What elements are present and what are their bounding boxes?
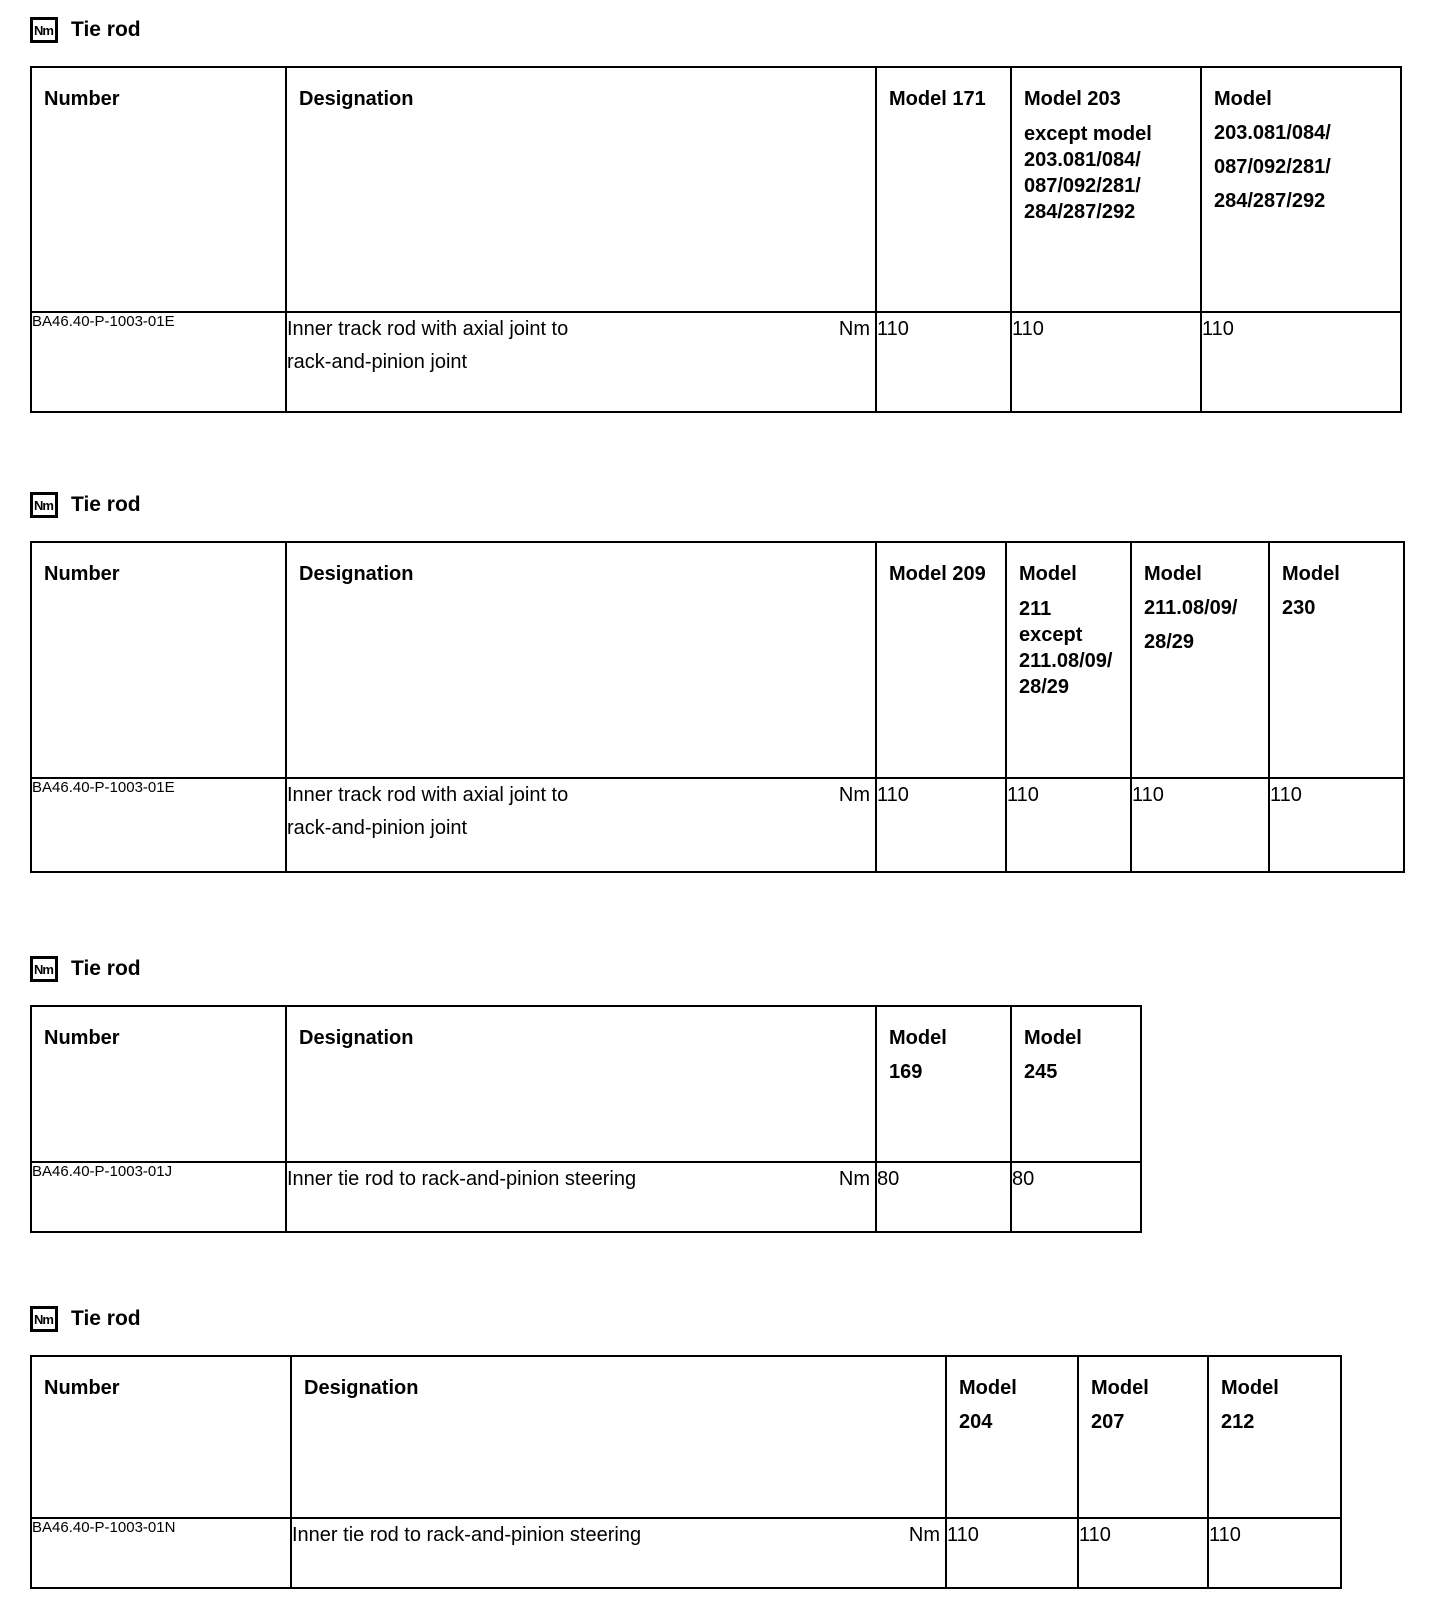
col-header-model-171: Model 171 — [875, 66, 1012, 313]
col-header-number: Number — [30, 541, 287, 779]
unit-label: Nm — [838, 318, 870, 340]
col-header-designation: Designation — [285, 541, 877, 779]
nm-torque-icon: Nm — [30, 1306, 58, 1332]
value-cell: 110 — [1077, 1517, 1209, 1589]
col-header-model-207: Model 207 — [1077, 1355, 1209, 1519]
designation-text: Inner tie rod to rack-and-pinion steerin… — [287, 1168, 637, 1190]
col-header-model-203-specific: Model 203.081/084/ 087/092/281/ 284/287/… — [1200, 66, 1402, 313]
col-header-designation: Designation — [290, 1355, 947, 1519]
col-header-model-204: Model 204 — [945, 1355, 1079, 1519]
table-row: BA46.40-P-1003-01E Inner track rod with … — [30, 777, 1405, 873]
value-cell: 80 — [875, 1161, 1012, 1233]
col-header-model-245: Model 245 — [1010, 1005, 1142, 1163]
col-header-number: Number — [30, 66, 287, 313]
section-title: Tie rod — [71, 18, 141, 41]
tie-rod-section-1: Nm Tie rod Number Designation Model 171 … — [30, 16, 1440, 413]
value-cell: 110 — [1130, 777, 1270, 873]
col-header-model-203-except: Model 203 except model 203.081/084/ 087/0… — [1010, 66, 1202, 313]
torque-table-1: Number Designation Model 171 Model 203 ex… — [30, 66, 1402, 413]
torque-table-4: Number Designation Model 204 Model 207 M… — [30, 1355, 1342, 1589]
nm-torque-icon: Nm — [30, 492, 58, 518]
designation-text: Inner track rod with axial joint to rack… — [287, 318, 569, 373]
value-cell: 110 — [875, 311, 1012, 413]
value-cell: 110 — [1010, 311, 1202, 413]
value-cell: 110 — [1268, 777, 1405, 873]
col-header-number: Number — [30, 1005, 287, 1163]
col-header-model-211-specific: Model 211.08/09/ 28/29 — [1130, 541, 1270, 779]
tie-rod-section-2: Nm Tie rod Number Designation Model 209 … — [30, 491, 1440, 873]
section-heading: Nm Tie rod — [30, 1305, 1440, 1333]
col-header-designation: Designation — [285, 1005, 877, 1163]
col-header-model-169: Model 169 — [875, 1005, 1012, 1163]
nm-torque-icon: Nm — [30, 17, 58, 43]
nm-torque-icon: Nm — [30, 956, 58, 982]
designation-text: Inner track rod with axial joint to rack… — [287, 784, 569, 839]
unit-label: Nm — [838, 1168, 870, 1190]
section-heading: Nm Tie rod — [30, 955, 1440, 983]
designation-cell: Inner track rod with axial joint to rack… — [285, 311, 877, 413]
col-header-model-230: Model 230 — [1268, 541, 1405, 779]
section-heading: Nm Tie rod — [30, 16, 1440, 44]
number-cell: BA46.40-P-1003-01E — [30, 311, 287, 413]
col-header-model-212: Model 212 — [1207, 1355, 1342, 1519]
value-cell: 110 — [1200, 311, 1402, 413]
value-cell: 110 — [1207, 1517, 1342, 1589]
value-cell: 110 — [875, 777, 1007, 873]
header-row: Number Designation Model 171 Model 203 ex… — [30, 66, 1402, 313]
tie-rod-section-3: Nm Tie rod Number Designation Model 169 … — [30, 955, 1440, 1233]
col-header-model-211-except: Model 211 except 211.08/09/ 28/29 — [1005, 541, 1132, 779]
torque-table-2: Number Designation Model 209 Model 211 ex… — [30, 541, 1405, 873]
col-header-number: Number — [30, 1355, 292, 1519]
col-header-designation: Designation — [285, 66, 877, 313]
table-row: BA46.40-P-1003-01E Inner track rod with … — [30, 311, 1402, 413]
section-title: Tie rod — [71, 493, 141, 516]
value-cell: 110 — [945, 1517, 1079, 1589]
torque-table-3: Number Designation Model 169 Model 245 B… — [30, 1005, 1142, 1233]
section-heading: Nm Tie rod — [30, 491, 1440, 519]
header-row: Number Designation Model 209 Model 211 ex… — [30, 541, 1405, 779]
designation-cell: Inner track rod with axial joint to rack… — [285, 777, 877, 873]
col-header-model-209: Model 209 — [875, 541, 1007, 779]
designation-text: Inner tie rod to rack-and-pinion steerin… — [292, 1524, 642, 1546]
tie-rod-section-4: Nm Tie rod Number Designation Model 204 … — [30, 1305, 1440, 1589]
header-row: Number Designation Model 204 Model 207 M… — [30, 1355, 1342, 1519]
number-cell: BA46.40-P-1003-01N — [30, 1517, 292, 1589]
section-title: Tie rod — [71, 1307, 141, 1330]
designation-cell: Inner tie rod to rack-and-pinion steerin… — [285, 1161, 877, 1233]
number-cell: BA46.40-P-1003-01J — [30, 1161, 287, 1233]
header-row: Number Designation Model 169 Model 245 — [30, 1005, 1142, 1163]
designation-cell: Inner tie rod to rack-and-pinion steerin… — [290, 1517, 947, 1589]
unit-label: Nm — [838, 784, 870, 806]
table-row: BA46.40-P-1003-01N Inner tie rod to rack… — [30, 1517, 1342, 1589]
section-title: Tie rod — [71, 957, 141, 980]
unit-label: Nm — [908, 1524, 940, 1546]
table-row: BA46.40-P-1003-01J Inner tie rod to rack… — [30, 1161, 1142, 1233]
number-cell: BA46.40-P-1003-01E — [30, 777, 287, 873]
value-cell: 110 — [1005, 777, 1132, 873]
value-cell: 80 — [1010, 1161, 1142, 1233]
